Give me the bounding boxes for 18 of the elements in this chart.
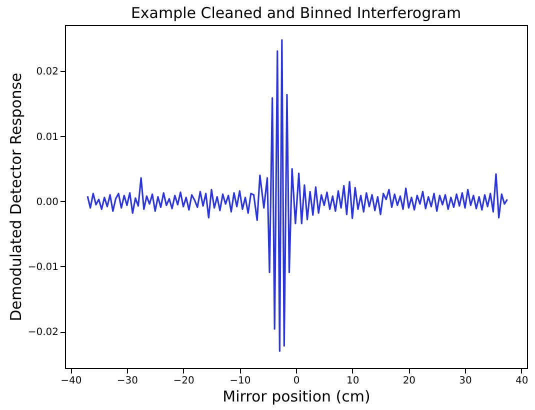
x-tick-label: −30 (116, 376, 138, 386)
x-tick-label: 20 (402, 376, 416, 386)
y-tick-label: 0.00 (36, 196, 58, 208)
y-tick-label: −0.02 (28, 327, 58, 338)
x-tick-label: −40 (60, 376, 82, 386)
x-axis-title: Mirror position (cm) (222, 388, 370, 406)
x-tick-label: −10 (230, 376, 251, 386)
x-tick-label: 10 (346, 376, 360, 386)
y-tick-label: 0.01 (36, 132, 58, 143)
y-tick-label: 0.02 (36, 66, 58, 78)
x-tick-label: 0 (293, 376, 300, 386)
line-series (86, 39, 508, 352)
y-tick-label: −0.01 (28, 262, 58, 273)
chart-title: Example Cleaned and Binned Interferogram (130, 4, 462, 22)
y-axis-title: Demodulated Detector Response (6, 72, 25, 322)
x-tick-label: −20 (173, 376, 194, 386)
x-tick-label: 30 (459, 376, 472, 386)
x-tick-label: 40 (516, 376, 528, 386)
